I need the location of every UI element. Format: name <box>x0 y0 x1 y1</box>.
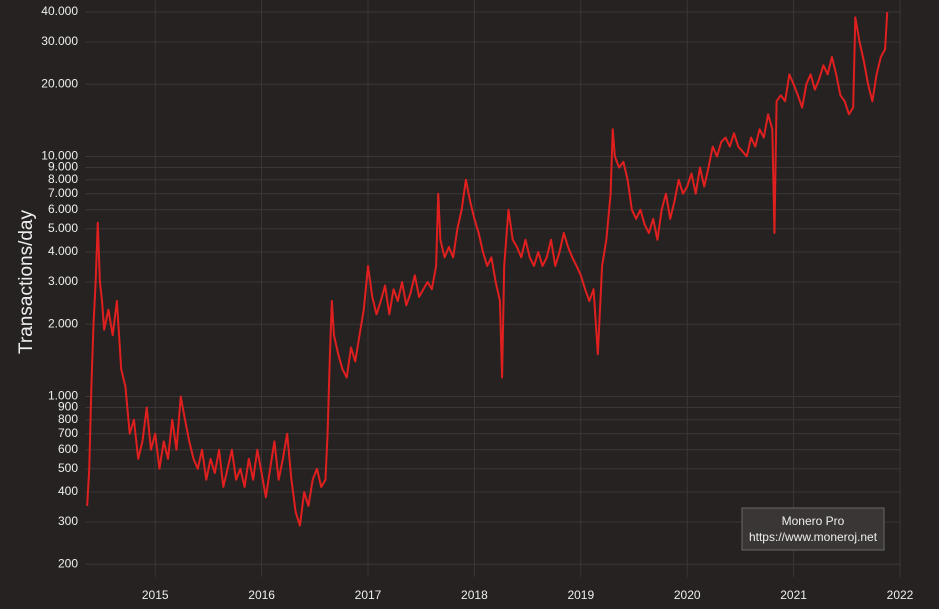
y-tick-label: 200 <box>58 556 78 570</box>
y-tick-label: 30.000 <box>41 34 78 48</box>
x-tick-label: 2016 <box>248 588 275 602</box>
y-tick-label: 4.000 <box>48 244 78 258</box>
y-tick-label: 20.000 <box>41 76 78 90</box>
y-tick-label: 1.000 <box>48 389 78 403</box>
y-tick-label: 300 <box>58 514 78 528</box>
y-tick-label: 7.000 <box>48 186 78 200</box>
y-tick-label: 3.000 <box>48 274 78 288</box>
y-tick-label: 8.000 <box>48 172 78 186</box>
x-tick-label: 2019 <box>567 588 594 602</box>
y-axis-label: Transactions/day <box>16 210 37 354</box>
x-tick-label: 2022 <box>887 588 914 602</box>
y-tick-label: 5.000 <box>48 221 78 235</box>
watermark-box <box>741 507 885 551</box>
y-tick-label: 40.000 <box>41 4 78 18</box>
y-tick-label: 2.000 <box>48 316 78 330</box>
y-tick-label: 10.000 <box>41 149 78 163</box>
y-tick-label: 6.000 <box>48 202 78 216</box>
y-tick-label: 700 <box>58 426 78 440</box>
watermark-text: https://www.moneroj.net <box>749 530 878 544</box>
y-tick-label: 800 <box>58 412 78 426</box>
x-tick-label: 2021 <box>780 588 807 602</box>
y-tick-label: 900 <box>58 400 78 414</box>
y-tick-label: 9.000 <box>48 160 78 174</box>
x-tick-label: 2020 <box>674 588 701 602</box>
x-tick-label: 2017 <box>355 588 382 602</box>
watermark: Monero Pro https://www.moneroj.net <box>741 507 885 551</box>
y-tick-label: 500 <box>58 461 78 475</box>
y-tick-label: 600 <box>58 442 78 456</box>
watermark-text: Monero Pro <box>782 514 845 528</box>
x-tick-label: 2015 <box>142 588 169 602</box>
data-line <box>86 11 889 527</box>
y-tick-label: 400 <box>58 484 78 498</box>
x-tick-label: 2018 <box>461 588 488 602</box>
